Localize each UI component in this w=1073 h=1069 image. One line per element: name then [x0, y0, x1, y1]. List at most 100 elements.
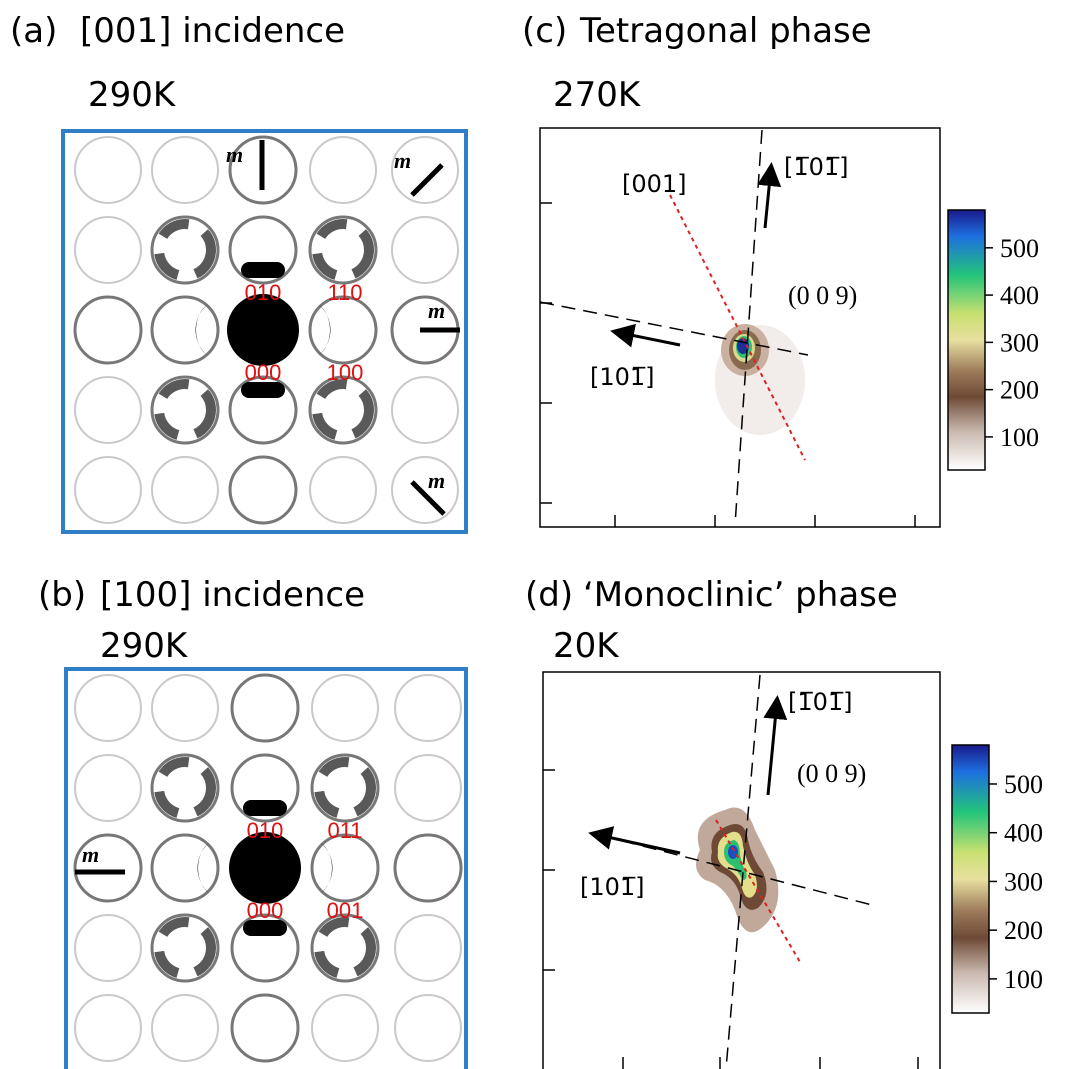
- colorbar-tick-label: 200: [1004, 916, 1043, 945]
- reflection-label: (0 0 9): [788, 281, 857, 310]
- mirror-lines: [75, 140, 460, 875]
- spot-label: 001: [327, 898, 364, 923]
- diffraction-disk: [230, 913, 300, 983]
- panel-title: [100] incidence: [100, 575, 365, 615]
- dark-disk: [312, 219, 374, 281]
- colorbar-gradient: [947, 209, 986, 471]
- diffraction-disk: [394, 994, 462, 1062]
- crescent: [243, 800, 287, 816]
- dark-disk: [154, 917, 216, 979]
- colorbar-tick-label: 500: [1000, 234, 1039, 263]
- crescent: [241, 382, 285, 398]
- diffraction-disk: [228, 455, 298, 525]
- diffraction-disk: [391, 216, 459, 284]
- diffraction-disk: [393, 833, 463, 903]
- colorbar-tick-label: 100: [1000, 423, 1039, 452]
- dotted-axis: [669, 194, 806, 461]
- colorbar-tick-label: 500: [1004, 770, 1043, 799]
- diffraction-disk: [150, 215, 220, 285]
- colorbar-gradient: [951, 744, 990, 1014]
- diffraction-disk: [150, 753, 220, 823]
- diffraction-disk: [74, 754, 142, 822]
- panel-label: (c): [522, 11, 567, 51]
- diffraction-disk: [74, 994, 142, 1062]
- diffraction-disk: [310, 913, 380, 983]
- colorbar-tick-label: 200: [1000, 376, 1039, 405]
- panel-label: (d): [525, 575, 573, 615]
- dark-disk: [154, 219, 216, 281]
- dark-disk: [154, 757, 216, 819]
- temperature: 20K: [553, 626, 620, 666]
- direction-label: [101̅]: [580, 873, 645, 901]
- dark-disk: [314, 917, 376, 979]
- crescent: [319, 305, 331, 355]
- colorbar: 100 200 300 400 500: [951, 744, 1043, 1014]
- diffraction-disk: [73, 833, 143, 903]
- central-disk: [229, 832, 301, 904]
- axis-ticks: [543, 769, 919, 1069]
- panel-title: [001] incidence: [80, 11, 345, 51]
- spot-label: 110: [327, 280, 362, 305]
- spot-label: 010: [245, 280, 282, 305]
- central-disk: [227, 294, 299, 366]
- mirror-label: m: [226, 142, 243, 167]
- diffraction-disk: [309, 136, 377, 204]
- dotted-axis: [715, 819, 801, 963]
- diffraction-disk: [73, 295, 143, 365]
- diffraction-disk: [151, 136, 219, 204]
- direction-arrow: [588, 826, 681, 855]
- direction-arrow: [757, 162, 782, 229]
- diffraction-disk: [311, 674, 379, 742]
- plot-frame: [539, 127, 941, 528]
- mirror-label: m: [428, 468, 445, 493]
- diffraction-disk: [394, 754, 462, 822]
- diffraction-pattern: [73, 673, 463, 1063]
- image-frame: [64, 667, 468, 1069]
- temperature: 290K: [88, 75, 177, 115]
- diffraction-disk: [310, 833, 380, 903]
- diffraction-disk: [151, 456, 219, 524]
- image-frame: [61, 129, 468, 534]
- dark-disk: [154, 379, 216, 441]
- colorbar-tick-label: 400: [1000, 281, 1039, 310]
- panel-label: (b): [38, 575, 86, 615]
- spot-label: 000: [247, 898, 284, 923]
- diffraction-disk: [150, 295, 220, 365]
- diffraction-disk: [310, 753, 380, 823]
- diffraction-disk: [394, 674, 462, 742]
- diffraction-disk: [230, 993, 300, 1063]
- colorbar-tick-label: 400: [1004, 819, 1043, 848]
- spot-label: 010: [247, 818, 284, 843]
- crescent: [197, 843, 209, 893]
- diffraction-disk: [391, 376, 459, 444]
- dashed-axis: [539, 301, 809, 356]
- intensity-spot: [715, 324, 805, 435]
- reflection-label: (0 0 9): [797, 759, 866, 788]
- direction-arrow: [610, 323, 681, 348]
- colorbar-tick-label: 300: [1000, 328, 1039, 357]
- direction-label: [001]: [622, 170, 687, 198]
- diffraction-disk: [308, 295, 378, 365]
- diffraction-disk: [391, 136, 459, 204]
- panel-title: Tetragonal phase: [579, 11, 872, 51]
- spot-label: 011: [327, 818, 362, 843]
- colorbar-tick-label: 300: [1004, 867, 1043, 896]
- diffraction-disk: [230, 673, 300, 743]
- diffraction-disk: [228, 135, 298, 205]
- diffraction-disk: [74, 674, 142, 742]
- diffraction-disk: [74, 216, 142, 284]
- crescent: [243, 920, 287, 936]
- crescent: [241, 262, 285, 278]
- panel-title: ‘Monoclinic’ phase: [583, 575, 898, 615]
- panel-label: (a): [10, 11, 57, 51]
- diffraction-disk: [394, 914, 462, 982]
- direction-label: [1̅01̅]: [788, 688, 853, 716]
- diffraction-disk: [311, 994, 379, 1062]
- diffraction-disk: [74, 914, 142, 982]
- dark-disk: [314, 757, 376, 819]
- diffraction-disk: [391, 456, 459, 524]
- diffraction-disk: [151, 994, 219, 1062]
- mirror-label: m: [428, 298, 445, 323]
- direction-arrow: [763, 695, 788, 796]
